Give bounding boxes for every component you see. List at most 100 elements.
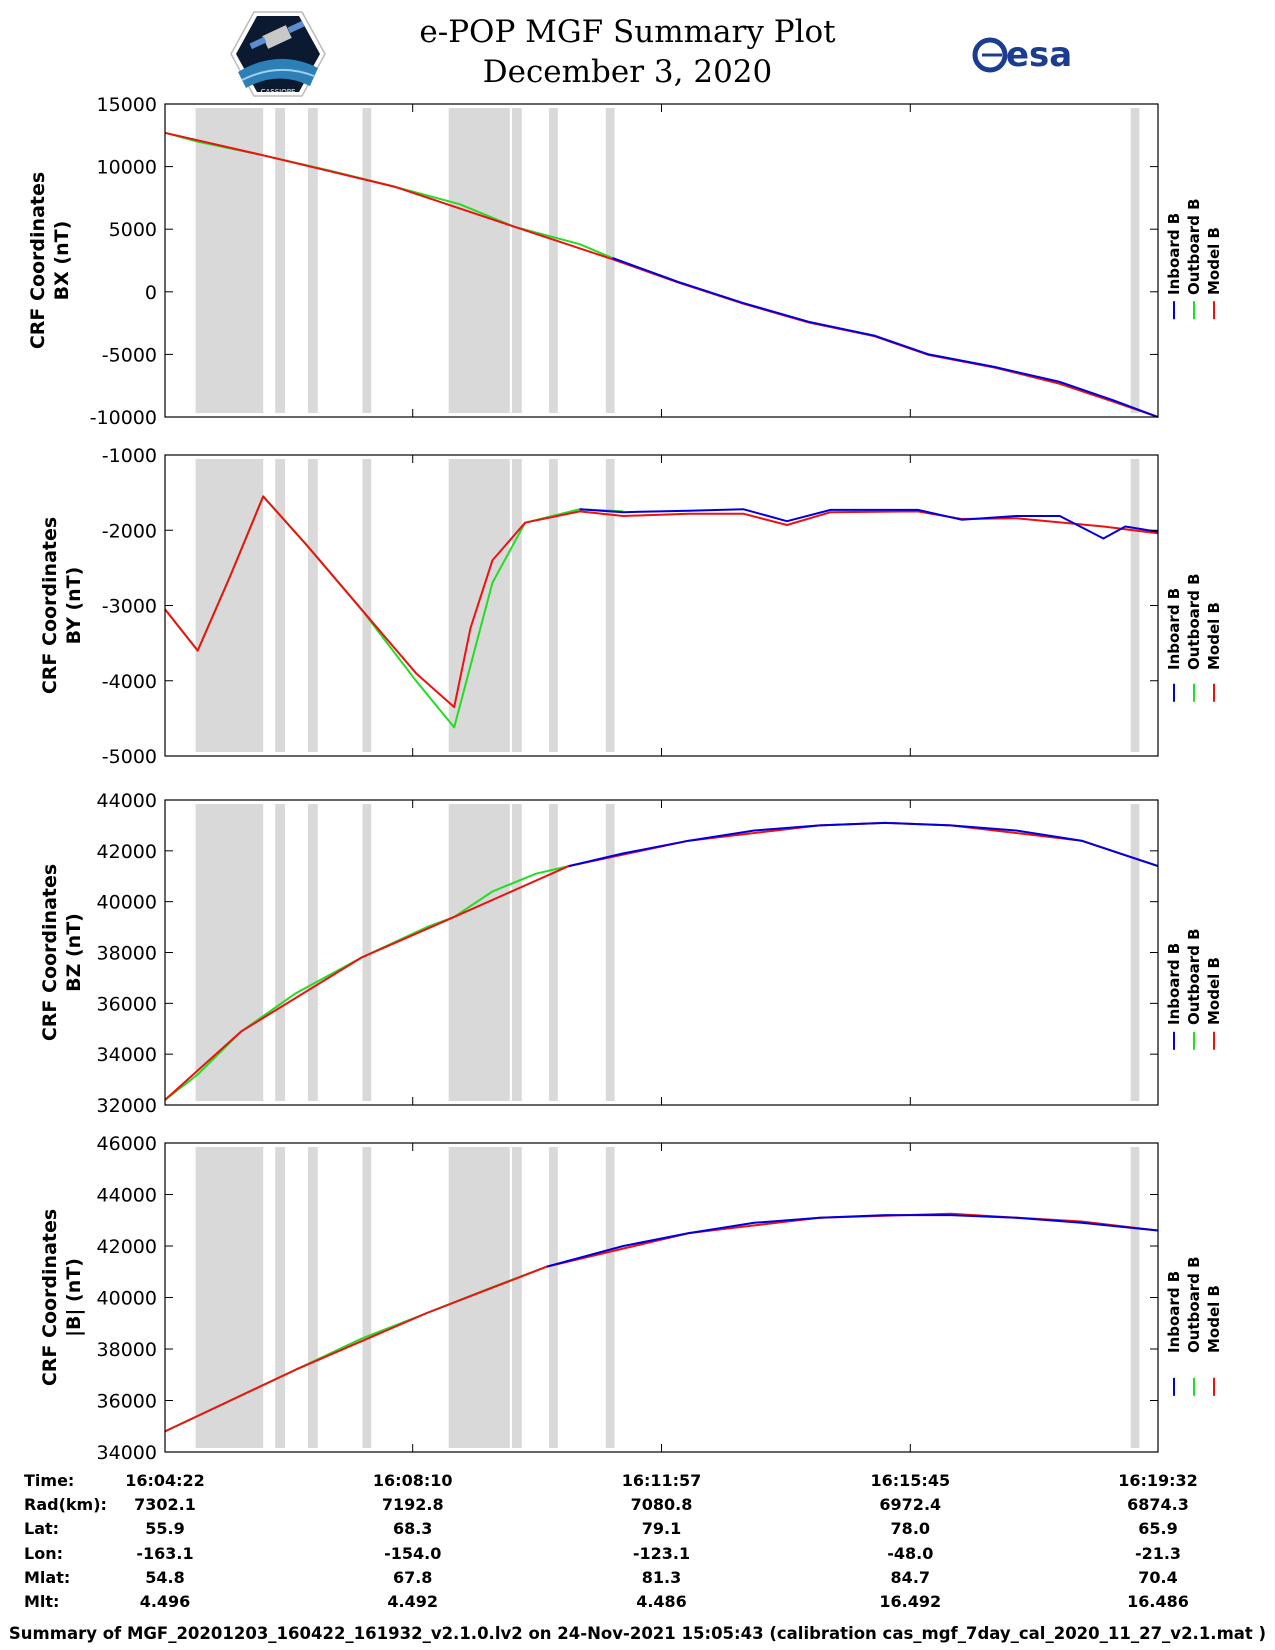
table-cell: -21.3 bbox=[1135, 1544, 1181, 1563]
panel-2: -1000 -2000 -3000 -4000 -5000 CRF Coordinates… bbox=[39, 445, 1223, 768]
data-gap bbox=[307, 108, 318, 413]
series-inboard-b bbox=[579, 508, 1159, 540]
data-gap bbox=[549, 108, 558, 413]
table-row-label: Mlt: bbox=[24, 1592, 59, 1611]
table-row-label: Lon: bbox=[24, 1544, 63, 1563]
data-gap bbox=[195, 1147, 264, 1448]
data-gap bbox=[195, 108, 264, 413]
logo-text: CASSIOPE bbox=[261, 88, 296, 96]
y-tick-label: 42000 bbox=[97, 1236, 157, 1258]
y-tick-label: 0 bbox=[145, 282, 157, 304]
data-gap bbox=[307, 1147, 318, 1448]
panel-1: 15000 10000 5000 0 -5000 -10000 CRF Coordinate… bbox=[27, 94, 1223, 429]
data-gap bbox=[512, 459, 522, 752]
y-axis-label: CRF Coordinates bbox=[39, 864, 61, 1041]
data-gap bbox=[1130, 459, 1140, 752]
y-tick-label: 10000 bbox=[97, 157, 157, 179]
y-axis-label: BY (nT) bbox=[63, 567, 85, 645]
data-gap bbox=[275, 804, 286, 1101]
y-tick-label: -3000 bbox=[102, 596, 157, 618]
table-cell: 68.3 bbox=[393, 1519, 432, 1538]
legend-label: Model B bbox=[1205, 227, 1223, 295]
data-gap bbox=[1130, 804, 1140, 1101]
y-tick-label: 40000 bbox=[97, 892, 157, 914]
legend-label: Model B bbox=[1205, 957, 1223, 1025]
data-gap bbox=[448, 108, 510, 413]
legend-label: Outboard B bbox=[1185, 1256, 1203, 1353]
y-tick-label: 36000 bbox=[97, 993, 157, 1015]
table-cell: 67.8 bbox=[393, 1568, 432, 1587]
data-gap bbox=[362, 804, 372, 1101]
y-tick-label: -5000 bbox=[102, 344, 157, 366]
y-tick-label: 34000 bbox=[97, 1442, 157, 1464]
y-tick-label: 42000 bbox=[97, 841, 157, 863]
table-cell: -154.0 bbox=[384, 1544, 441, 1563]
data-gap bbox=[448, 1147, 510, 1448]
table-cell: 70.4 bbox=[1138, 1568, 1177, 1587]
panel-4: 46000 44000 42000 40000 38000 36000 34000 CRF C… bbox=[39, 1133, 1223, 1464]
data-gap bbox=[1130, 1147, 1140, 1448]
y-tick-label: 38000 bbox=[97, 1339, 157, 1361]
esa-logo-text: esa bbox=[1006, 35, 1072, 75]
table-cell: 16.492 bbox=[879, 1592, 941, 1611]
panel-3: 44000 42000 40000 38000 36000 34000 32000 CRF C… bbox=[39, 790, 1223, 1117]
title-line-1: e-POP MGF Summary Plot bbox=[419, 14, 836, 50]
y-axis-label: CRF Coordinates bbox=[39, 1209, 61, 1386]
table-row-label: Rad(km): bbox=[24, 1495, 107, 1514]
data-gap bbox=[448, 459, 510, 752]
y-tick-label: 46000 bbox=[97, 1133, 157, 1155]
data-gap bbox=[605, 108, 615, 413]
data-gap bbox=[275, 108, 286, 413]
data-gap bbox=[605, 804, 615, 1101]
data-gap bbox=[512, 1147, 522, 1448]
data-gap bbox=[549, 459, 558, 752]
table-cell: -48.0 bbox=[887, 1544, 933, 1563]
data-gap bbox=[307, 804, 318, 1101]
table-cell: 55.9 bbox=[145, 1519, 184, 1538]
y-tick-label: -10000 bbox=[90, 407, 157, 429]
legend-label: Inboard B bbox=[1165, 588, 1183, 670]
y-axis-label: BX (nT) bbox=[51, 221, 73, 301]
data-gap bbox=[549, 804, 558, 1101]
table-cell: 16:19:32 bbox=[1118, 1471, 1198, 1490]
y-tick-label: 36000 bbox=[97, 1391, 157, 1413]
data-gap bbox=[605, 1147, 615, 1448]
legend-label: Outboard B bbox=[1185, 928, 1203, 1025]
y-tick-label: 32000 bbox=[97, 1095, 157, 1117]
data-gap bbox=[605, 459, 615, 752]
table-cell: 6874.3 bbox=[1127, 1495, 1189, 1514]
table-cell: 7080.8 bbox=[631, 1495, 693, 1514]
y-tick-label: -2000 bbox=[102, 520, 157, 542]
legend-label: Model B bbox=[1205, 1285, 1223, 1353]
table-cell: 16:15:45 bbox=[870, 1471, 950, 1490]
table-cell: 16:11:57 bbox=[622, 1471, 702, 1490]
y-axis-label: BZ (nT) bbox=[63, 913, 85, 992]
footer-caption: Summary of MGF_20201203_160422_161932_v2… bbox=[8, 1624, 1267, 1643]
table-cell: 16:04:22 bbox=[125, 1471, 205, 1490]
data-gap bbox=[448, 804, 510, 1101]
data-gap bbox=[275, 1147, 286, 1448]
table-row-label: Lat: bbox=[24, 1519, 59, 1538]
y-tick-label: 44000 bbox=[97, 1185, 157, 1207]
y-tick-label: -4000 bbox=[102, 671, 157, 693]
chart-title: e-POP MGF Summary Plot December 3, 2020 bbox=[0, 12, 1275, 92]
table-cell: 81.3 bbox=[642, 1568, 681, 1587]
series-inboard-b bbox=[546, 1214, 1159, 1268]
data-gap bbox=[549, 1147, 558, 1448]
y-axis-label: CRF Coordinates bbox=[39, 517, 61, 694]
table-cell: -163.1 bbox=[136, 1544, 193, 1563]
data-gap bbox=[195, 804, 264, 1101]
table-cell: 7302.1 bbox=[134, 1495, 196, 1514]
table-cell: 78.0 bbox=[891, 1519, 930, 1538]
table-cell: 4.486 bbox=[636, 1592, 687, 1611]
data-gap bbox=[1130, 108, 1140, 413]
legend-label: Outboard B bbox=[1185, 573, 1203, 670]
y-tick-label: 5000 bbox=[109, 219, 157, 241]
data-gap bbox=[512, 804, 522, 1101]
legend-label: Inboard B bbox=[1165, 213, 1183, 295]
table-cell: 16:08:10 bbox=[373, 1471, 453, 1490]
data-gap bbox=[512, 108, 522, 413]
data-gap bbox=[195, 459, 264, 752]
series-inboard-b bbox=[568, 821, 1159, 868]
